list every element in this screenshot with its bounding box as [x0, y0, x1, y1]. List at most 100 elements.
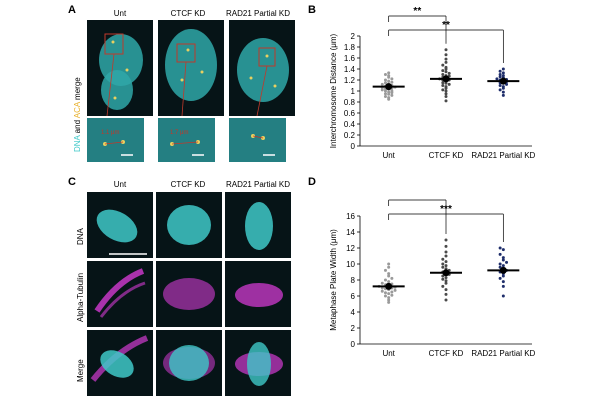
panel-a-unt-inset-drawing: [87, 118, 144, 162]
panel-c-row-dna: DNA: [76, 228, 85, 245]
chart-b-category-label: Unt: [382, 151, 395, 160]
chart-d-point: [441, 265, 445, 269]
panel-c-merge-rad21-drawing: [235, 342, 283, 386]
panel-c-tub-ctcf: [156, 261, 222, 327]
chart-b-point: [498, 84, 502, 87]
chart-b-point: [498, 88, 502, 92]
panel-a-aca-word: ACA: [73, 102, 82, 119]
chart-d-point: [498, 252, 502, 256]
chart-b-mean-marker: [442, 75, 450, 83]
panel-c-tub-rad21-drawing: [235, 283, 283, 307]
chart-d-point: [501, 256, 505, 260]
chart-d-category-label: Unt: [382, 349, 395, 358]
chart-b-point: [383, 73, 387, 76]
panel-a-col-rad21: RAD21 Partial KD: [225, 9, 291, 18]
chart-d-point: [444, 264, 448, 268]
panel-a-merge-word: merge: [73, 77, 82, 103]
chart-b-point: [441, 63, 445, 67]
chart-b-point: [390, 80, 394, 84]
chart-d-point: [444, 254, 448, 258]
chart-d-ytick-label: 4: [351, 308, 356, 317]
panel-a-unt-image: [87, 20, 153, 116]
chart-d-category-label: RAD21 Partial KD: [471, 349, 535, 358]
panel-c-row-merge: Merge: [76, 359, 85, 382]
chart-d-point: [390, 290, 394, 294]
panel-a-rad21-inset-drawing: [229, 118, 286, 162]
chart-d-point: [387, 280, 391, 284]
chart-d-point: [390, 276, 394, 280]
chart-d-point: [387, 265, 391, 269]
chart-b-point: [447, 71, 451, 75]
panel-c-merge-unt: [87, 330, 153, 396]
chart-d-point: [501, 294, 505, 298]
chart-d-point: [383, 268, 387, 272]
chart-b-point: [501, 74, 505, 78]
chart-d-point: [441, 284, 445, 288]
chart-d-point: [444, 298, 448, 302]
chart-d-point: [444, 276, 448, 280]
chart-b-point: [444, 53, 448, 57]
chart-b-point: [501, 85, 505, 89]
panel-c-dna-unt-drawing: [96, 209, 147, 255]
panel-c-col-ctcf: CTCF KD: [170, 180, 206, 189]
chart-d-mean-marker: [499, 266, 507, 274]
chart-b-point: [380, 82, 384, 86]
chart-b-ytick-label: 1.2: [344, 76, 356, 85]
panel-a-ctcf-inset: 1.7 μm: [158, 118, 215, 162]
panel-c-tub-rad21: [225, 261, 291, 327]
chart-b-ytick-label: 0.2: [344, 131, 356, 140]
panel-a-ctcf-image: [158, 20, 224, 116]
chart-d-point: [444, 279, 448, 283]
chart-b-point: [441, 81, 445, 85]
chart-b-point: [441, 69, 445, 73]
chart-b-ytick-label: 1.4: [344, 65, 356, 74]
panel-a-unt-inset: 1.1 μm: [87, 118, 144, 162]
chart-d-point: [380, 289, 384, 293]
chart-d-point: [501, 274, 505, 278]
panel-c-letter: C: [68, 176, 76, 188]
chart-b: 0 0.2 0.4 0.6 0.8 1 1.2 1.4 1.6 1.8 2 Interchromoso…: [329, 6, 536, 160]
chart-d-point: [444, 244, 448, 248]
chart-b-point: [498, 69, 502, 73]
chart-d-point: [441, 277, 445, 281]
chart-b-point: [383, 81, 387, 85]
chart-b-point: [387, 79, 391, 83]
chart-b-point: [495, 77, 499, 81]
chart-b-point: [444, 85, 448, 89]
chart-b-point: [390, 77, 394, 81]
chart-d-ytick-label: 10: [346, 260, 355, 269]
chart-b-ytick-label: 0.8: [344, 98, 356, 107]
chart-d: 0 2 4 6 8 10 12 14 16 Metaphase Plate Width (μm) U…: [329, 196, 536, 358]
chart-b-category-label: CTCF KD: [429, 151, 464, 160]
chart-d-point: [387, 262, 391, 266]
chart-b-point: [501, 90, 505, 94]
panel-c-merge-unt-drawing: [90, 335, 149, 382]
panel-c-tub-unt-drawing: [94, 268, 146, 318]
panel-a-ctcf-drawing: [165, 29, 217, 116]
panel-b-letter: B: [308, 4, 316, 16]
chart-b-point: [444, 99, 448, 103]
chart-b-point: [501, 67, 505, 71]
chart-d-mean-marker: [442, 269, 450, 277]
chart-b-point: [444, 70, 448, 74]
chart-b-point: [387, 90, 391, 94]
chart-b-point: [383, 95, 387, 98]
panel-c-dna-rad21: [225, 192, 291, 258]
panel-c-col-rad21: RAD21 Partial KD: [225, 180, 291, 189]
chart-d-point: [444, 238, 448, 242]
panel-c-merge-rad21: [225, 330, 291, 396]
chart-b-category-label: RAD21 Partial KD: [471, 151, 535, 160]
chart-b-point: [441, 88, 445, 92]
chart-d-point: [390, 293, 394, 297]
chart-d-ytick-label: 6: [351, 292, 356, 301]
chart-d-point: [383, 291, 387, 295]
chart-d-point: [501, 248, 505, 252]
chart-b-point: [447, 82, 451, 86]
chart-b-point: [441, 73, 445, 76]
chart-b-ylabel: Interchromosome Distance (μm): [329, 33, 338, 148]
chart-d-ytick-label: 2: [351, 324, 356, 333]
chart-b-point: [387, 74, 391, 78]
chart-b-point: [441, 84, 445, 87]
chart-b-point: [444, 65, 448, 69]
chart-b-point: [444, 92, 448, 96]
